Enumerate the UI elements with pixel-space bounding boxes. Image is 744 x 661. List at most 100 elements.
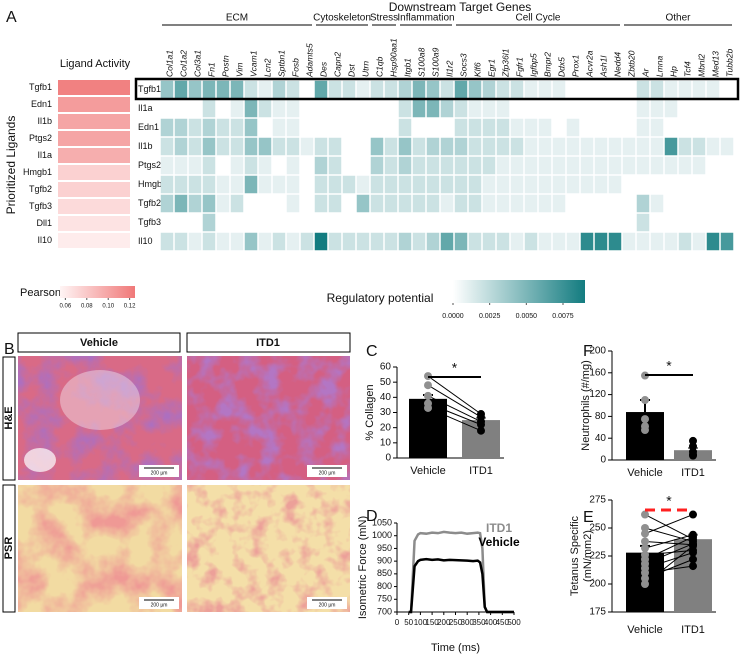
heatmap-cell <box>370 175 384 194</box>
gene-label: Sptbn1 <box>276 50 286 77</box>
heatmap-cell <box>524 118 538 137</box>
gene-label: S100a8 <box>416 47 426 77</box>
heatmap-cell <box>636 156 650 175</box>
group-label: Inflammation <box>397 13 454 24</box>
heatmap-cell <box>258 137 272 156</box>
gene-label: Tcf4 <box>682 61 692 77</box>
gene-label: Acvr2a <box>584 50 594 78</box>
y-tick-label: 1050 <box>372 517 392 527</box>
heatmap-cell <box>454 137 468 156</box>
y-tick-label: 120 <box>589 389 606 400</box>
heatmap-cell <box>230 137 244 156</box>
heatmap-cell <box>174 232 188 251</box>
heatmap-cell <box>566 118 580 137</box>
heatmap-cell <box>58 233 130 248</box>
heatmap-cell <box>678 156 692 175</box>
heatmap-cell <box>230 118 244 137</box>
heatmap-cell <box>160 137 174 156</box>
y-tick-label: 850 <box>377 568 392 578</box>
gene-label: C1qb <box>374 56 384 77</box>
heatmap-cell <box>650 118 664 137</box>
heatmap-cell <box>664 232 678 251</box>
heatmap-cell <box>510 194 524 213</box>
gene-label: Postn <box>220 55 230 77</box>
heatmap-cell <box>538 194 552 213</box>
heatmap-cell <box>454 175 468 194</box>
heatmap-cell <box>538 232 552 251</box>
heatmap-cell <box>370 80 384 99</box>
heatmap-cell <box>454 232 468 251</box>
heatmap-cell <box>468 99 482 118</box>
micrograph-texture <box>187 485 350 612</box>
panel-letter: E <box>583 509 594 526</box>
colorbar <box>453 280 585 303</box>
heatmap-cell <box>398 137 412 156</box>
heatmap-cell <box>272 232 286 251</box>
heatmap-cell <box>370 156 384 175</box>
heatmap-cell <box>314 80 328 99</box>
heatmap-cell <box>244 175 258 194</box>
heatmap-cell <box>384 175 398 194</box>
heatmap-cell <box>342 80 356 99</box>
heatmap-cell <box>174 156 188 175</box>
gene-label: Zfp36l1 <box>500 48 510 78</box>
heatmap-cell <box>524 232 538 251</box>
row-label: Dll1 <box>36 218 52 228</box>
heatmap-cell <box>244 156 258 175</box>
y-axis-label: % Collagen <box>364 384 376 440</box>
group-label: ECM <box>226 13 248 24</box>
y-axis-label: (mN/mm2) <box>582 530 594 582</box>
heatmap-cell <box>510 175 524 194</box>
heatmap-cell <box>272 118 286 137</box>
heatmap-cell <box>650 80 664 99</box>
heatmap-cell <box>580 137 594 156</box>
data-point <box>689 451 697 460</box>
heatmap-cell <box>328 156 342 175</box>
heatmap-cell <box>356 194 370 213</box>
heatmap-cell <box>482 194 496 213</box>
heatmap-cell <box>608 232 622 251</box>
heatmap-cell <box>664 80 678 99</box>
x-tick-label: 300 <box>461 618 475 627</box>
heatmap-cell <box>664 156 678 175</box>
heatmap-cell <box>692 156 706 175</box>
heatmap-cell <box>650 156 664 175</box>
x-tick-label: Vehicle <box>410 465 445 477</box>
chart-title: Downstream Target Genes <box>389 0 532 14</box>
row-label: Ptgs2 <box>29 133 52 143</box>
gene-label: Col1a2 <box>178 50 188 77</box>
paired-line <box>644 545 694 585</box>
y-tick-label: 20 <box>380 422 392 433</box>
colorbar-label: Regulatory potential <box>327 291 434 305</box>
heatmap-cell <box>538 137 552 156</box>
data-point <box>477 426 485 435</box>
heatmap-cell <box>454 156 468 175</box>
gene-label: Lmna <box>654 55 664 77</box>
heatmap-cell <box>58 97 130 112</box>
colorbar-tick-label: 0.0075 <box>552 313 574 320</box>
heatmap-cell <box>636 118 650 137</box>
heatmap-cell <box>58 199 130 214</box>
gene-label: Socs3 <box>458 53 468 77</box>
data-point <box>641 568 649 577</box>
heatmap-cell <box>370 194 384 213</box>
heatmap-cell <box>608 156 622 175</box>
gene-label: Egr1 <box>486 59 496 77</box>
row-label: Tgfb1 <box>29 82 52 92</box>
heatmap-cell <box>412 194 426 213</box>
heatmap-cell <box>174 175 188 194</box>
paired-line <box>644 540 694 546</box>
heatmap-cell <box>426 232 440 251</box>
heatmap-cell <box>440 80 454 99</box>
gene-label: Prox1 <box>570 55 580 77</box>
heatmap-cell <box>650 232 664 251</box>
paired-line <box>427 384 482 418</box>
heatmap-cell <box>370 232 384 251</box>
heatmap-cell <box>216 194 230 213</box>
gene-label: Fosb <box>290 58 300 77</box>
heatmap-cell <box>230 175 244 194</box>
paired-line <box>644 543 694 565</box>
gene-label: Utrn <box>360 61 370 77</box>
y-tick-label: 200 <box>589 346 606 357</box>
heatmap-cell <box>650 99 664 118</box>
